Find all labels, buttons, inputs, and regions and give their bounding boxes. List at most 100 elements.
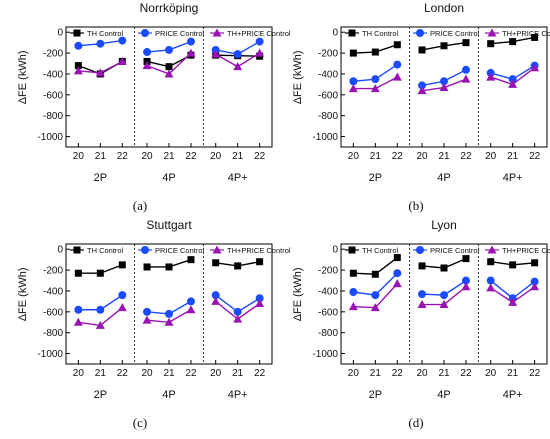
y-tick-label: -1000 (37, 349, 63, 360)
data-point (142, 61, 152, 70)
y-tick-label: 0 (57, 245, 63, 256)
legend: TH Control PRICE Control TH+PRICE Control (345, 245, 550, 255)
y-tick-label: 0 (332, 245, 338, 256)
data-point (186, 48, 196, 57)
y-tick-label: -400 (318, 69, 338, 80)
data-point (165, 45, 173, 54)
x-tick-label: 22 (254, 151, 266, 162)
data-point (212, 259, 220, 267)
data-point (508, 297, 518, 306)
x-tick-label: 21 (95, 151, 107, 162)
data-point (439, 83, 449, 92)
series-th-price-control (348, 279, 540, 312)
legend-label: TH+PRICE Control (502, 29, 550, 38)
y-axis-label: ΔFE (kWh) (292, 51, 304, 105)
group-label: 4P (162, 389, 175, 401)
x-tick-label: 22 (460, 368, 472, 379)
data-point (143, 307, 152, 316)
legend-marker (487, 245, 497, 254)
data-point (74, 269, 82, 277)
y-tick-label: -200 (318, 266, 338, 277)
x-tick-label: 21 (163, 151, 175, 162)
y-tick-label: -400 (43, 286, 63, 297)
x-tick-label: 21 (163, 368, 175, 379)
data-point (74, 62, 82, 70)
x-tick-label: 21 (370, 151, 382, 162)
data-point (531, 259, 539, 267)
data-point (508, 79, 518, 88)
data-point (440, 42, 448, 50)
series-price-control (74, 36, 264, 59)
legend-marker (73, 246, 81, 254)
x-tick-label: 20 (416, 368, 428, 379)
data-point (233, 314, 243, 323)
y-tick-label: -1000 (312, 349, 338, 360)
y-tick-label: -400 (318, 286, 338, 297)
series-price-control (74, 291, 264, 318)
x-tick-label: 20 (141, 151, 153, 162)
data-point (462, 255, 470, 263)
legend-label: TH+PRICE Control (227, 29, 291, 38)
data-point (392, 279, 402, 288)
series-th-control (74, 256, 264, 277)
data-point (187, 256, 195, 264)
series-th-price-control (73, 48, 265, 78)
y-tick-label: -200 (43, 266, 63, 277)
data-point (487, 258, 495, 266)
legend-label: PRICE Control (155, 246, 205, 255)
y-tick-label: -400 (43, 69, 63, 80)
y-tick-label: -600 (318, 307, 338, 318)
data-point (440, 291, 448, 300)
x-tick-label: 21 (438, 368, 450, 379)
data-point (417, 86, 427, 95)
legend-label: TH Control (362, 29, 399, 38)
y-tick-label: -800 (43, 111, 63, 122)
x-tick-label: 21 (232, 368, 244, 379)
group-label: 2P (369, 389, 382, 401)
data-point (370, 84, 380, 93)
data-point (233, 307, 242, 316)
data-point (233, 62, 243, 71)
chart-title: Stuttgart (146, 218, 192, 232)
data-point (371, 75, 380, 84)
x-tick-label: 22 (185, 368, 197, 379)
x-tick-label: 20 (485, 368, 497, 379)
group-label: 4P+ (503, 389, 523, 401)
legend-marker (348, 246, 356, 254)
x-tick-label: 22 (392, 368, 404, 379)
data-point (418, 290, 427, 299)
data-point (440, 77, 448, 86)
data-point (508, 75, 517, 84)
data-point (349, 288, 358, 296)
panel-caption-a: (a) (132, 198, 148, 213)
y-tick-label: -600 (318, 90, 338, 101)
x-tick-label: 22 (117, 368, 129, 379)
legend-marker (416, 246, 424, 254)
data-point (439, 300, 449, 309)
plot-frame (65, 243, 273, 365)
y-tick-label: -200 (43, 49, 63, 60)
y-axis-label: ΔFE (kWh) (292, 268, 304, 322)
y-axis-label: ΔFE (kWh) (17, 51, 29, 105)
data-point (370, 303, 380, 312)
y-tick-label: -600 (43, 307, 63, 318)
data-point (509, 38, 517, 46)
legend-label: TH Control (87, 29, 124, 38)
data-point (165, 63, 173, 71)
legend-marker (212, 245, 222, 254)
data-point (417, 300, 427, 309)
data-point (440, 264, 448, 272)
panel-caption-d: (d) (408, 415, 424, 430)
x-tick-label: 20 (210, 368, 222, 379)
data-point (371, 291, 380, 300)
data-point (461, 74, 471, 83)
group-label: 4P (437, 389, 450, 401)
x-tick-label: 20 (141, 368, 153, 379)
data-point (118, 261, 126, 269)
legend-label: TH+PRICE Control (502, 246, 550, 255)
series-th-price-control (348, 63, 540, 95)
legend-label: PRICE Control (430, 29, 480, 38)
panel-caption-b: (b) (408, 198, 424, 213)
x-tick-label: 22 (529, 368, 541, 379)
data-point (74, 41, 83, 50)
